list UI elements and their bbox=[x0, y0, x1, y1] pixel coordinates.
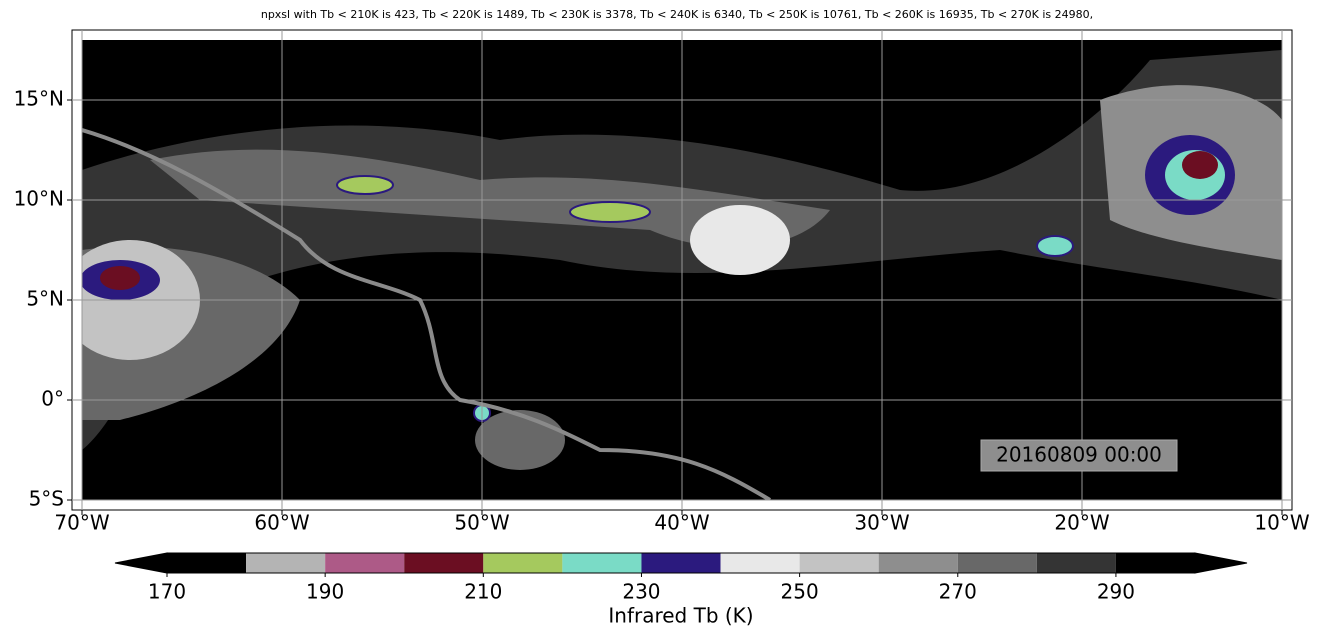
grid: 70°W 60°W 50°W 40°W 30°W 20°W 10°W 5°S 0° 5°N 10°N… bbox=[14, 30, 1310, 535]
coastline bbox=[82, 128, 772, 500]
colorbar: 170 190 210 230 250 270 290 bbox=[114, 552, 1248, 604]
x-tick-label: 40°W bbox=[654, 511, 709, 535]
colorbar-segment bbox=[1036, 553, 1116, 573]
title: npxsl with Tb < 210K is 423, Tb < 220K i… bbox=[261, 8, 1093, 21]
colorbar-extend bbox=[1194, 552, 1248, 574]
y-tick-label: 5°N bbox=[26, 287, 64, 311]
colorbar-segment bbox=[878, 553, 958, 573]
colorbar-tick-label: 270 bbox=[939, 580, 977, 604]
colorbar-segment bbox=[483, 553, 563, 573]
colorbar-outline bbox=[166, 552, 1196, 574]
colorbar-tick-label: 190 bbox=[306, 580, 344, 604]
colorbar-segment bbox=[246, 553, 326, 573]
colorbar-segment bbox=[167, 553, 247, 573]
colorbar-extend bbox=[114, 552, 168, 574]
x-tick-label: 30°W bbox=[854, 511, 909, 535]
y-tick-label: 0° bbox=[41, 387, 64, 411]
colorbar-tick-label: 230 bbox=[622, 580, 660, 604]
x-tick-label: 10°W bbox=[1254, 511, 1309, 535]
cloud-region bbox=[690, 205, 790, 275]
x-tick-label: 70°W bbox=[54, 511, 109, 535]
timestamp-box bbox=[980, 439, 1178, 472]
cloud-region bbox=[569, 201, 651, 223]
y-tick-label: 5°S bbox=[29, 487, 64, 511]
colorbar-segment bbox=[404, 553, 484, 573]
colorbar-segment bbox=[799, 553, 879, 573]
colorbar-segment bbox=[562, 553, 642, 573]
colorbar-tick-label: 210 bbox=[464, 580, 502, 604]
colorbar-segment bbox=[641, 553, 721, 573]
colorbar-tick-label: 250 bbox=[781, 580, 819, 604]
cloud-field bbox=[82, 50, 1282, 500]
colorbar-tick-label: 170 bbox=[148, 580, 186, 604]
x-tick-label: 20°W bbox=[1054, 511, 1109, 535]
cloud-region bbox=[1182, 151, 1218, 179]
timestamp: 20160809 00:00 bbox=[996, 443, 1162, 467]
cloud-region bbox=[150, 149, 830, 248]
colorbar-tick-label: 290 bbox=[1097, 580, 1135, 604]
cloud-region bbox=[1036, 235, 1074, 257]
colorbar-segment bbox=[957, 553, 1037, 573]
x-tick-label: 50°W bbox=[454, 511, 509, 535]
cloud-region bbox=[100, 266, 140, 290]
y-tick-label: 10°N bbox=[14, 187, 64, 211]
x-tick-label: 60°W bbox=[254, 511, 309, 535]
colorbar-segment bbox=[720, 553, 800, 573]
colorbar-segment bbox=[325, 553, 405, 573]
colorbar-label: Infrared Tb (K) bbox=[608, 604, 753, 628]
cloud-region bbox=[336, 175, 394, 195]
y-tick-label: 15°N bbox=[14, 87, 64, 111]
colorbar-segment bbox=[1115, 553, 1195, 573]
